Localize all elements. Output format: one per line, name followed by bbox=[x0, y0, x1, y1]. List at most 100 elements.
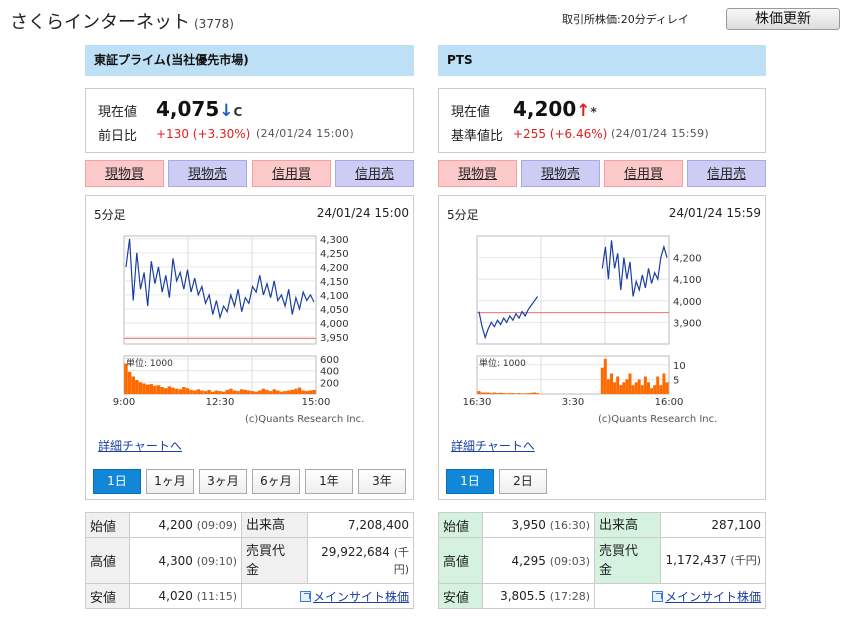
y-tick-label: 4,300 bbox=[320, 235, 349, 246]
delay-note: 取引所株価:20分ディレイ bbox=[562, 13, 689, 26]
volume-bar bbox=[243, 389, 247, 394]
volume-bar bbox=[239, 389, 244, 394]
external-link-icon bbox=[299, 590, 311, 602]
tab-2day[interactable]: 2日 bbox=[499, 469, 547, 494]
tab-1year[interactable]: 1年 bbox=[305, 469, 353, 494]
tab-1month[interactable]: 1ヶ月 bbox=[146, 469, 194, 494]
volume-bar bbox=[610, 373, 613, 394]
high-value: 4,295 (09:03) bbox=[482, 537, 595, 584]
turnover-label-line1: 売買代 bbox=[246, 543, 286, 559]
volume-bar bbox=[254, 391, 258, 394]
volume-bar bbox=[514, 393, 518, 394]
open-label: 始値 bbox=[85, 512, 130, 538]
x-tick-label: 12:30 bbox=[206, 397, 235, 408]
y-tick-label: 4,250 bbox=[320, 249, 349, 260]
detail-chart-link[interactable]: 詳細チャートへ bbox=[451, 439, 535, 453]
volume-bar bbox=[153, 385, 157, 394]
volume-bar bbox=[665, 382, 669, 394]
sell-margin-button[interactable]: 信用売 bbox=[335, 160, 414, 187]
turnover-label-line1: 売買代 bbox=[599, 543, 639, 559]
table-row: 始値 4,200 (09:09) 出来高 7,208,400 bbox=[85, 512, 414, 538]
volume-bar bbox=[131, 376, 135, 394]
volume-label: 出来高 bbox=[594, 512, 661, 538]
volume-bar bbox=[656, 376, 660, 394]
high-time: (09:10) bbox=[196, 554, 237, 568]
tab-3month[interactable]: 3ヶ月 bbox=[199, 469, 247, 494]
volume-bar bbox=[505, 393, 509, 394]
volume-plot-frame bbox=[476, 355, 670, 395]
volume-bar bbox=[637, 379, 641, 394]
turnover-label: 売買代金 bbox=[594, 537, 661, 584]
current-price-label: 現在値 bbox=[451, 105, 491, 120]
table-row: 高値 4,300 (09:10) 売買代金 29,922,684 (千円) bbox=[85, 537, 414, 584]
tab-6month[interactable]: 6ヶ月 bbox=[252, 469, 300, 494]
volume-bar bbox=[174, 388, 179, 394]
high-value: 4,300 (09:10) bbox=[129, 537, 242, 584]
volume-bar bbox=[308, 390, 313, 394]
detail-chart-link[interactable]: 詳細チャートへ bbox=[98, 439, 182, 453]
stock-code: (3778) bbox=[194, 17, 234, 31]
volume-bar bbox=[276, 390, 280, 394]
high-price: 4,300 bbox=[158, 553, 193, 568]
volume-value: 7,208,400 bbox=[307, 512, 414, 538]
volume-bar bbox=[647, 382, 650, 394]
volume-bar bbox=[124, 363, 128, 394]
y-tick-label: 4,000 bbox=[673, 297, 702, 308]
volume-bar bbox=[613, 382, 617, 394]
sell-spot-button[interactable]: 現物売 bbox=[521, 160, 600, 187]
table-row: 高値 4,295 (09:03) 売買代金 1,172,437 (千円) bbox=[438, 537, 766, 584]
volume-tick-label: 200 bbox=[320, 378, 339, 389]
tab-1day[interactable]: 1日 bbox=[446, 469, 494, 494]
volume-bar bbox=[529, 392, 533, 394]
volume-value: 287,100 bbox=[660, 512, 766, 538]
volume-bar bbox=[305, 391, 309, 394]
buy-margin-button[interactable]: 信用買 bbox=[252, 160, 331, 187]
volume-bar bbox=[142, 383, 146, 394]
tab-3year[interactable]: 3年 bbox=[358, 469, 406, 494]
chart-box: 5分足 24/01/24 15:59 3,900 4,000 4,100 4,200 5… bbox=[438, 195, 766, 500]
price-series-line bbox=[125, 238, 315, 320]
volume-bar bbox=[492, 392, 496, 394]
volume-bar bbox=[156, 385, 161, 394]
main-site-link[interactable]: メインサイト株価 bbox=[312, 589, 409, 604]
sell-spot-button[interactable]: 現物売 bbox=[168, 160, 247, 187]
low-value: 4,020 (11:15) bbox=[129, 583, 242, 609]
arrow-up-icon: ↑ bbox=[576, 101, 591, 121]
volume-bar bbox=[622, 382, 626, 394]
market-header: PTS bbox=[438, 45, 766, 76]
price-series-line bbox=[478, 240, 668, 340]
volume-bar bbox=[301, 390, 305, 394]
volume-bar bbox=[211, 391, 215, 394]
main-site-link[interactable]: メインサイト株価 bbox=[664, 589, 761, 604]
refresh-price-button[interactable]: 株価更新 bbox=[726, 8, 840, 30]
volume-label: 出来高 bbox=[241, 512, 308, 538]
tab-1day[interactable]: 1日 bbox=[93, 469, 141, 494]
volume-bar bbox=[662, 373, 666, 394]
arrow-down-icon: ↓ bbox=[219, 101, 234, 121]
intraday-chart[interactable]: 3,950 4,000 4,050 4,100 4,150 4,200 4,250 4,300… bbox=[86, 196, 415, 436]
low-price: 4,020 bbox=[158, 589, 193, 603]
volume-bar bbox=[185, 388, 190, 394]
low-time: (17:28) bbox=[549, 590, 590, 603]
high-price: 4,295 bbox=[511, 553, 546, 568]
volume-bar bbox=[196, 389, 200, 394]
volume-bar bbox=[182, 387, 186, 394]
volume-bar bbox=[600, 367, 604, 394]
volume-bar bbox=[502, 393, 506, 394]
x-tick-label: 3:30 bbox=[562, 397, 584, 408]
volume-bar bbox=[138, 382, 143, 394]
buy-margin-button[interactable]: 信用買 bbox=[604, 160, 683, 187]
volume-bar bbox=[286, 390, 291, 394]
stats-table: 始値 4,200 (09:09) 出来高 7,208,400 高値 4,300 … bbox=[85, 512, 414, 609]
chart-datetime: 24/01/24 15:00 bbox=[316, 206, 409, 220]
turnover-label-line2: 金 bbox=[246, 562, 260, 578]
price-time: (24/01/24 15:00) bbox=[256, 127, 354, 140]
change-label: 基準値比 bbox=[451, 129, 504, 144]
intraday-chart[interactable]: 3,900 4,000 4,100 4,200 5 10 単位: 1000 16:30 3:30… bbox=[439, 196, 767, 436]
turnover-unit: (千円) bbox=[393, 545, 409, 576]
volume-bar bbox=[127, 371, 132, 394]
sell-margin-button[interactable]: 信用売 bbox=[687, 160, 766, 187]
buy-spot-button[interactable]: 現物買 bbox=[438, 160, 517, 187]
volume-bar bbox=[149, 384, 153, 394]
buy-spot-button[interactable]: 現物買 bbox=[85, 160, 164, 187]
